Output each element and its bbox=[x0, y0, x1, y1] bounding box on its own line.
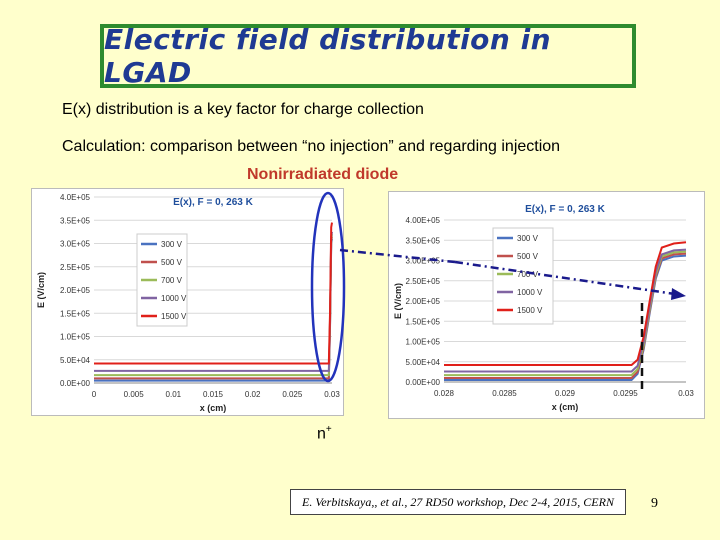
y-tick-label: 2.5E+05 bbox=[60, 263, 91, 272]
slide-title: Electric field distribution in LGAD bbox=[104, 23, 552, 89]
y-tick-label: 3.00E+05 bbox=[406, 257, 441, 266]
x-axis-label: x (cm) bbox=[200, 403, 227, 413]
y-tick-label: 1.50E+05 bbox=[406, 317, 441, 326]
legend-label: 700 V bbox=[517, 270, 539, 279]
y-tick-label: 1.0E+05 bbox=[60, 333, 91, 342]
chart-left-svg: 0.0E+00 5.0E+04 1.0E+05 1.5E+05 2.0E+05 2.5E+… bbox=[36, 193, 340, 413]
bullet-text-1: E(x) distribution is a key factor for ch… bbox=[62, 101, 424, 118]
legend-label: 500 V bbox=[161, 258, 183, 267]
series-line-4 bbox=[444, 241, 687, 366]
x-tick-label: 0 bbox=[92, 390, 97, 399]
x-tick-label: 0.015 bbox=[203, 390, 224, 399]
y-tick-label: 4.00E+05 bbox=[406, 216, 441, 225]
citation-box: E. Verbitskaya,, et al., 27 RD50 worksho… bbox=[290, 489, 626, 515]
legend-label: 700 V bbox=[161, 276, 183, 285]
legend-box bbox=[492, 227, 554, 325]
x-tick-label: 0.02 bbox=[245, 390, 261, 399]
title-box: Electric field distribution in LGAD bbox=[100, 23, 636, 89]
x-tick-label: 0.0285 bbox=[492, 389, 517, 398]
chart-right-svg: 0.00E+00 5.00E+04 1.00E+05 1.50E+05 2.00E+05… bbox=[393, 204, 694, 412]
y-tick-label: 4.0E+05 bbox=[60, 193, 91, 202]
y-tick-label: 5.0E+04 bbox=[60, 356, 91, 365]
chart-left: 0.0E+00 5.0E+04 1.0E+05 1.5E+05 2.0E+05 2.5E+… bbox=[31, 188, 344, 416]
highlight-ellipse bbox=[310, 191, 346, 383]
chart-title: E(x), F = 0, 263 K bbox=[525, 204, 606, 215]
legend-label: 300 V bbox=[517, 234, 539, 243]
y-tick-label: 2.50E+05 bbox=[406, 277, 441, 286]
dash-dot-arrow bbox=[454, 260, 676, 296]
x-tick-label: 0.03 bbox=[678, 389, 694, 398]
y-axis-label: E (V/cm) bbox=[393, 283, 403, 319]
y-axis-label: E (V/cm) bbox=[36, 272, 46, 308]
y-tick-label: 2.00E+05 bbox=[406, 297, 441, 306]
citation-text: E. Verbitskaya,, et al., 27 RD50 worksho… bbox=[302, 494, 614, 509]
y-tick-label: 2.0E+05 bbox=[60, 286, 91, 295]
x-axis-label: x (cm) bbox=[552, 402, 579, 412]
subheading: Nonirradiated diode bbox=[247, 166, 399, 183]
dash-dot-line bbox=[339, 248, 456, 264]
legend-label: 500 V bbox=[517, 252, 539, 261]
x-tick-label: 0.01 bbox=[166, 390, 182, 399]
x-tick-label: 0.0295 bbox=[613, 389, 638, 398]
bullet-text-2: Calculation: comparison between “no inje… bbox=[62, 138, 561, 155]
chart-title: E(x), F = 0, 263 K bbox=[173, 197, 254, 208]
x-tick-label: 0.029 bbox=[555, 389, 576, 398]
x-tick-label: 0.025 bbox=[282, 390, 303, 399]
chart-right: 0.00E+00 5.00E+04 1.00E+05 1.50E+05 2.00E+05… bbox=[388, 191, 705, 419]
y-tick-label: 5.00E+04 bbox=[406, 358, 441, 367]
arrow-head bbox=[671, 288, 686, 300]
legend-box bbox=[136, 233, 188, 327]
page-number: 9 bbox=[651, 496, 658, 511]
nplus-sup: + bbox=[325, 424, 332, 435]
y-tick-label: 3.5E+05 bbox=[60, 216, 91, 225]
y-tick-label: 3.50E+05 bbox=[406, 236, 441, 245]
x-tick-label: 0.03 bbox=[324, 390, 340, 399]
legend-label: 1000 V bbox=[161, 294, 187, 303]
legend-label: 1000 V bbox=[517, 288, 543, 297]
legend-label: 300 V bbox=[161, 240, 183, 249]
y-tick-label: 3.0E+05 bbox=[60, 240, 91, 249]
x-tick-label: 0.005 bbox=[124, 390, 145, 399]
nplus-text: n bbox=[317, 425, 326, 443]
legend-label: 1500 V bbox=[161, 312, 187, 321]
y-tick-label: 0.00E+00 bbox=[406, 378, 441, 387]
series-line-4 bbox=[94, 222, 333, 365]
y-tick-label: 1.5E+05 bbox=[60, 309, 91, 318]
x-tick-label: 0.028 bbox=[434, 389, 455, 398]
y-tick-label: 1.00E+05 bbox=[406, 338, 441, 347]
nplus-label: n+ bbox=[317, 424, 332, 443]
y-tick-label: 0.0E+00 bbox=[60, 379, 91, 388]
legend-label: 1500 V bbox=[517, 306, 543, 315]
